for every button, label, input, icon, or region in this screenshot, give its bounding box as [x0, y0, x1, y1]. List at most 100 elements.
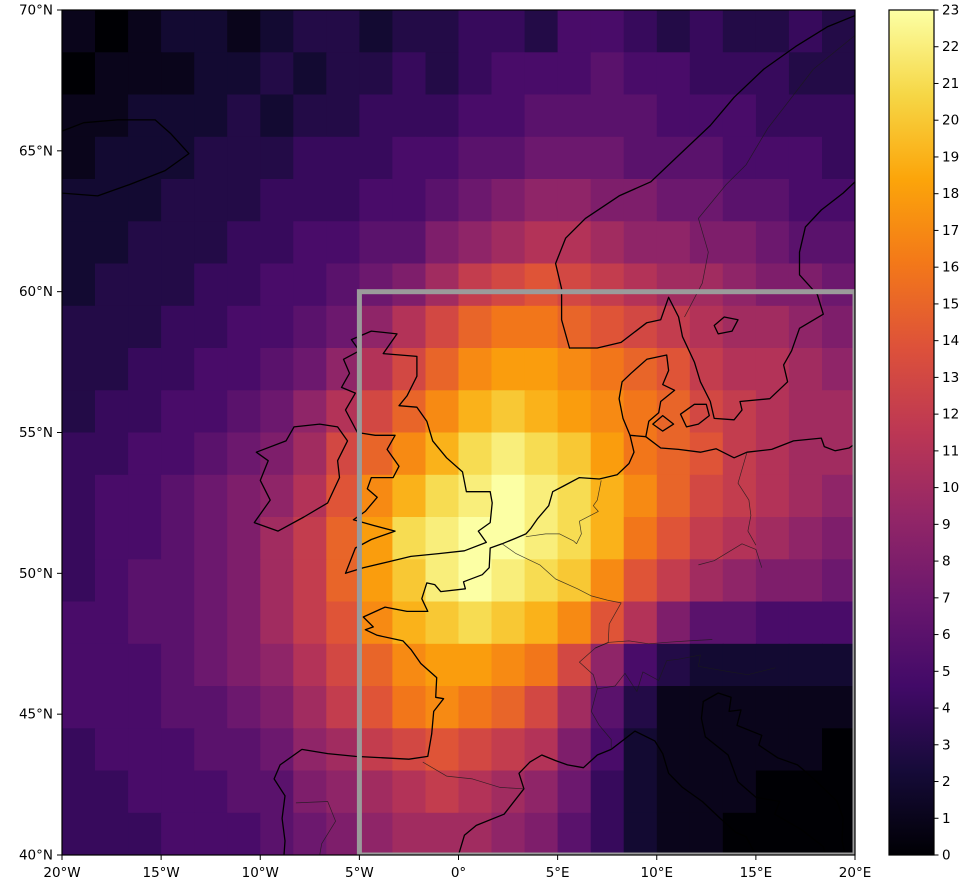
heatmap-cell	[260, 559, 294, 603]
colorbar-tick-label: 8	[942, 554, 951, 570]
heatmap-cell	[788, 263, 823, 307]
heatmap-cell	[689, 643, 724, 687]
heatmap-cell	[161, 812, 195, 855]
heatmap-cell	[722, 390, 757, 434]
heatmap-cell	[128, 52, 162, 96]
heatmap-cell	[425, 474, 460, 518]
heatmap-cell	[656, 812, 691, 855]
heatmap-cell	[590, 179, 625, 222]
heatmap-cell	[293, 136, 327, 180]
heatmap-cell	[95, 517, 129, 560]
heatmap-cell	[425, 94, 460, 138]
heatmap-cell	[722, 601, 757, 645]
heatmap-cell	[557, 263, 592, 307]
heatmap-cell	[227, 474, 261, 518]
heatmap-cell	[62, 221, 96, 265]
heatmap-cell	[95, 601, 129, 645]
heatmap-cell	[557, 179, 592, 222]
heatmap-cell	[95, 348, 129, 391]
colorbar-tick-label: 2	[942, 774, 951, 790]
heatmap-cell	[755, 432, 790, 476]
heatmap-cell	[392, 390, 427, 434]
heatmap-cell	[822, 812, 855, 855]
heatmap-cell	[656, 643, 691, 687]
heatmap-cell	[194, 728, 228, 772]
heatmap-cell	[293, 305, 327, 349]
heatmap-cell	[689, 52, 724, 96]
heatmap-cell	[359, 643, 394, 687]
heatmap-cell	[293, 686, 327, 729]
heatmap-cell	[623, 432, 658, 476]
heatmap-cell	[722, 305, 757, 349]
heatmap-cell	[590, 263, 625, 307]
coastline	[702, 692, 846, 855]
heatmap-cell	[161, 348, 195, 391]
heatmap-cell	[161, 601, 195, 645]
heatmap-cell	[359, 390, 394, 434]
heatmap-cell	[458, 474, 493, 518]
heatmap-cell	[95, 305, 129, 349]
country-border	[501, 543, 622, 750]
heatmap-cell	[227, 94, 261, 138]
heatmap-cell	[822, 686, 855, 729]
heatmap-cell	[689, 305, 724, 349]
heatmap-cell	[623, 686, 658, 729]
heatmap-cell	[656, 728, 691, 772]
colorbar-tick-label: 6	[942, 627, 951, 643]
heatmap-cell	[326, 728, 360, 772]
heatmap-cell	[590, 10, 625, 53]
colorbar-tick-label: 13	[942, 370, 959, 386]
heatmap-cell	[95, 263, 129, 307]
heatmap-cell	[260, 432, 294, 476]
colorbar-tick-label: 3	[942, 737, 951, 753]
heatmap-cell	[326, 94, 360, 138]
heatmap-cell	[260, 601, 294, 645]
heatmap-cell	[524, 136, 559, 180]
heatmap-cell	[491, 643, 526, 687]
heatmap-cell	[260, 179, 294, 222]
coastline	[645, 436, 855, 459]
heatmap-cell	[722, 52, 757, 96]
heatmap-cell	[62, 390, 96, 434]
heatmap-cell	[62, 348, 96, 391]
heatmap-cell	[689, 601, 724, 645]
heatmap-cell	[62, 770, 96, 814]
heatmap-cell	[128, 221, 162, 265]
heatmap-cell	[425, 643, 460, 687]
heatmap-cell	[128, 263, 162, 307]
heatmap-cell	[359, 263, 394, 307]
heatmap-cell	[326, 263, 360, 307]
heatmap-cell	[392, 305, 427, 349]
heatmap-cell	[194, 770, 228, 814]
heatmap-cell	[62, 517, 96, 560]
x-axis: 20°W 15°W 10°W 5°W 0° 5°E 10°E 15°E 20°E	[43, 855, 871, 881]
heatmap-cell	[194, 432, 228, 476]
heatmap-cell	[557, 10, 592, 53]
colorbar-tick-label: 18	[942, 186, 959, 202]
heatmap-cell	[557, 559, 592, 603]
heatmap-cell	[161, 686, 195, 729]
heatmap-cell	[293, 517, 327, 560]
heatmap-cell	[722, 94, 757, 138]
heatmap-cell	[128, 728, 162, 772]
heatmap-cell	[392, 474, 427, 518]
colorbar-tick-label: 4	[942, 701, 951, 717]
heatmap-cell	[557, 601, 592, 645]
country-borders-layer	[295, 35, 855, 855]
heatmap-cell	[326, 474, 360, 518]
heatmap-cell	[689, 10, 724, 53]
heatmap-cell	[194, 10, 228, 53]
heatmap-cell	[458, 601, 493, 645]
heatmap-cell	[689, 348, 724, 391]
heatmap-cell	[623, 474, 658, 518]
heatmap-cell	[161, 305, 195, 349]
heatmap-cell	[425, 812, 460, 855]
heatmap-cell	[590, 221, 625, 265]
x-tick-label: 20°E	[839, 865, 871, 881]
heatmap-cell	[557, 728, 592, 772]
heatmap-cell	[491, 179, 526, 222]
heatmap-cell	[62, 728, 96, 772]
x-tick-label: 5°E	[546, 865, 570, 881]
heatmap-cell	[557, 643, 592, 687]
heatmap-cell	[260, 812, 294, 855]
